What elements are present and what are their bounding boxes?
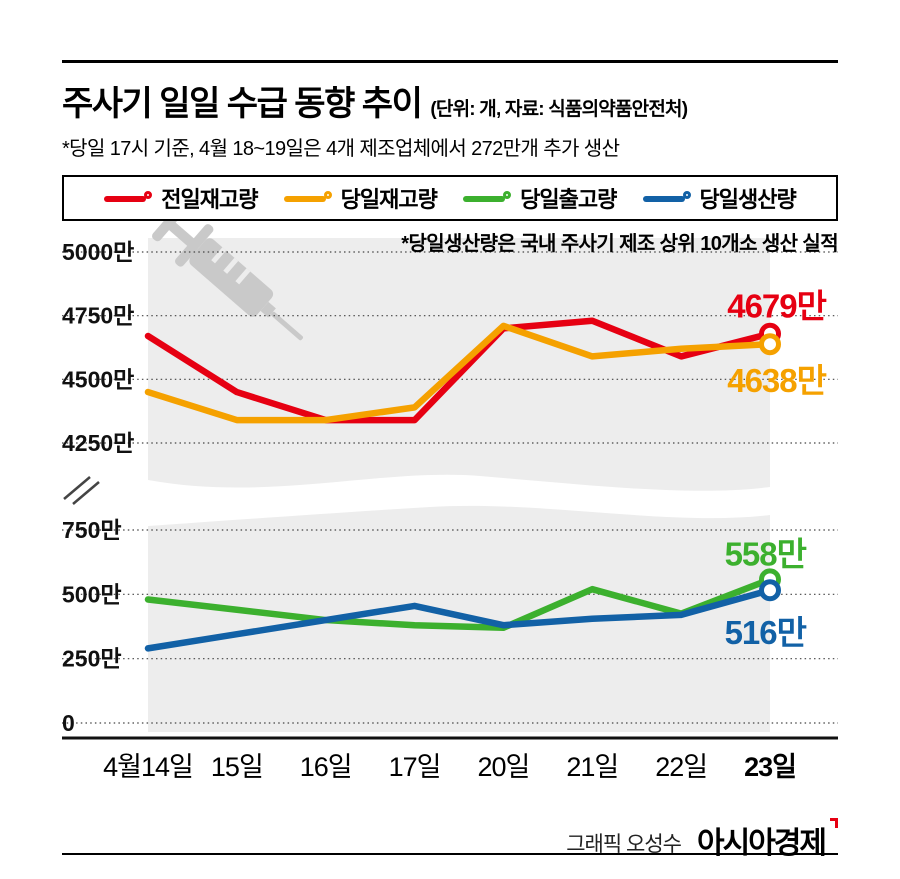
bottom-divider: [62, 853, 838, 855]
x-tick-label: 21일: [566, 752, 618, 782]
series-end-marker: [759, 333, 781, 356]
x-tick-label: 16일: [300, 752, 352, 782]
x-tick-label: 15일: [211, 752, 263, 782]
x-tick-label: 22일: [655, 752, 707, 782]
legend-item: 전일재고량: [104, 182, 258, 214]
chart-note: *당일생산량은 국내 주사기 제조 상위 10개소 생산 실적: [401, 233, 838, 255]
series-end-label: 4638만: [727, 362, 826, 399]
legend-item-label: 전일재고량: [161, 187, 258, 212]
axis-break-icon: [72, 481, 100, 505]
syringe-watermark-icon: [152, 204, 303, 341]
brand-mark-icon: [830, 818, 838, 828]
legend-item: 당일출고량: [463, 182, 617, 214]
title-unit-note: (단위: 개, 자료: 식품의약품안전처): [430, 99, 688, 120]
subtitle: *당일 17시 기준, 4월 18~19일은 4개 제조업체에서 272만개 추…: [62, 138, 620, 160]
axis-break-wave: [148, 474, 770, 526]
series-end-label: 516만: [725, 614, 807, 651]
legend-item-label: 당일재고량: [340, 187, 438, 212]
legend-marker-icon: [104, 190, 153, 206]
legend-item-label: 당일생산량: [699, 187, 797, 212]
title-row: 주사기 일일 수급 동향 추이 (단위: 개, 자료: 식품의약품안전처): [62, 76, 688, 125]
x-tick-label: 17일: [389, 752, 441, 782]
series-end-label: 4679만: [727, 288, 826, 325]
y-tick-label: 4250만: [62, 430, 134, 456]
brand-logo: 아시아경제: [697, 818, 838, 862]
brand-name: 아시아경제: [697, 827, 827, 860]
series-line: [144, 586, 774, 652]
legend: 전일재고량 당일재고량 당일출고량 당일생산량: [62, 175, 838, 221]
x-tick-label: 20일: [477, 752, 529, 782]
series-line: [144, 322, 774, 424]
series-line: [144, 576, 774, 632]
top-divider: [62, 60, 838, 63]
legend-marker-icon: [283, 190, 332, 206]
page-title: 주사기 일일 수급 동향 추이: [62, 85, 423, 123]
y-tick-label: 4750만: [62, 303, 134, 329]
y-tick-label: 500만: [62, 581, 122, 607]
y-tick-label: 4500만: [62, 366, 134, 392]
legend-marker-icon: [642, 190, 691, 206]
x-tick-label: 23일: [744, 752, 796, 782]
y-tick-label: 0: [62, 710, 75, 736]
credit: 그래픽 오성수: [566, 833, 682, 856]
legend-marker-icon: [463, 190, 512, 206]
y-tick-label: 5000만: [62, 239, 134, 265]
legend-item: 당일재고량: [283, 182, 438, 214]
legend-item: 당일생산량: [642, 182, 797, 214]
series-end-marker: [759, 579, 781, 602]
y-tick-label: 250만: [62, 646, 122, 672]
x-tick-label: 4월14일: [103, 752, 193, 782]
legend-item-label: 당일출고량: [520, 187, 617, 212]
axis-break-icon: [63, 476, 91, 500]
series-end-label: 558만: [725, 535, 807, 572]
footer: 그래픽 오성수 아시아경제: [566, 818, 838, 862]
y-tick-label: 750만: [62, 517, 122, 543]
